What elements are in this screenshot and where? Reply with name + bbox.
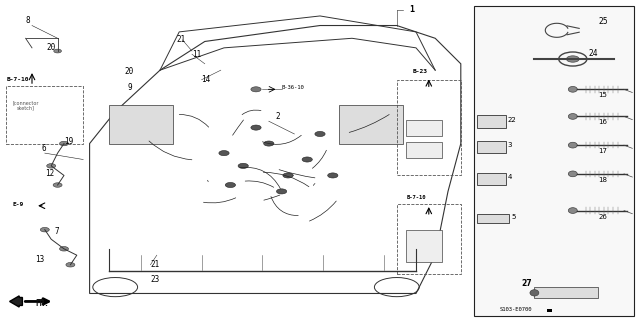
Circle shape (47, 164, 56, 168)
Text: 24: 24 (589, 49, 598, 58)
Circle shape (315, 131, 325, 137)
FancyArrow shape (10, 296, 22, 307)
Text: 18: 18 (598, 177, 607, 183)
Ellipse shape (568, 114, 577, 119)
Circle shape (238, 163, 248, 168)
FancyBboxPatch shape (474, 6, 634, 316)
Ellipse shape (568, 142, 577, 148)
FancyBboxPatch shape (477, 214, 509, 223)
Text: E-9: E-9 (13, 202, 24, 207)
FancyBboxPatch shape (477, 141, 506, 153)
Text: 13: 13 (35, 256, 44, 264)
Text: 27: 27 (522, 278, 532, 287)
Circle shape (54, 49, 61, 53)
Text: 3: 3 (508, 142, 512, 148)
Text: 9: 9 (128, 83, 132, 92)
FancyBboxPatch shape (109, 105, 173, 144)
Circle shape (60, 247, 68, 251)
Text: 21: 21 (150, 260, 159, 269)
Circle shape (328, 173, 338, 178)
Bar (547, 309, 552, 312)
Text: 11: 11 (192, 50, 201, 59)
Circle shape (219, 151, 229, 156)
Circle shape (283, 173, 293, 178)
Text: 16: 16 (598, 119, 607, 125)
Text: 25: 25 (598, 17, 608, 26)
Ellipse shape (568, 171, 577, 177)
Text: 17: 17 (598, 148, 607, 154)
Text: B-7-10: B-7-10 (406, 195, 426, 200)
Text: 20: 20 (125, 67, 134, 76)
Text: B-36-10: B-36-10 (282, 85, 305, 90)
Text: S103-E0700: S103-E0700 (499, 307, 532, 312)
Circle shape (66, 263, 75, 267)
Circle shape (276, 189, 287, 194)
Text: 22: 22 (508, 116, 516, 122)
Text: 15: 15 (598, 92, 607, 98)
FancyBboxPatch shape (406, 120, 442, 136)
Text: 23: 23 (150, 275, 159, 284)
Circle shape (566, 56, 579, 62)
Circle shape (251, 87, 261, 92)
Text: [connector
sketch]: [connector sketch] (12, 100, 39, 111)
Text: 21: 21 (176, 35, 185, 44)
Text: 8: 8 (26, 16, 30, 25)
Circle shape (251, 125, 261, 130)
FancyBboxPatch shape (477, 173, 506, 185)
Text: B-23: B-23 (413, 69, 428, 74)
Circle shape (225, 182, 236, 188)
Text: FR.: FR. (35, 299, 49, 308)
Text: 6: 6 (42, 144, 46, 153)
Text: 2: 2 (275, 112, 280, 121)
FancyBboxPatch shape (406, 230, 442, 262)
Circle shape (302, 157, 312, 162)
Ellipse shape (568, 86, 577, 92)
Text: B-7-10: B-7-10 (6, 77, 29, 82)
Ellipse shape (568, 208, 577, 213)
FancyBboxPatch shape (339, 105, 403, 144)
Text: 7: 7 (54, 227, 59, 236)
Circle shape (53, 183, 62, 187)
Text: 26: 26 (598, 213, 607, 219)
Text: 20: 20 (46, 43, 55, 52)
Text: 4: 4 (508, 174, 512, 180)
Circle shape (40, 227, 49, 232)
Text: 19: 19 (64, 137, 73, 146)
FancyBboxPatch shape (406, 142, 442, 158)
Text: 1: 1 (410, 5, 415, 14)
Circle shape (60, 141, 68, 146)
FancyBboxPatch shape (534, 287, 598, 298)
Text: 14: 14 (202, 75, 211, 84)
Circle shape (264, 141, 274, 146)
FancyBboxPatch shape (477, 115, 506, 128)
Ellipse shape (530, 290, 539, 296)
Text: 12: 12 (45, 169, 54, 178)
Text: 5: 5 (511, 213, 516, 219)
